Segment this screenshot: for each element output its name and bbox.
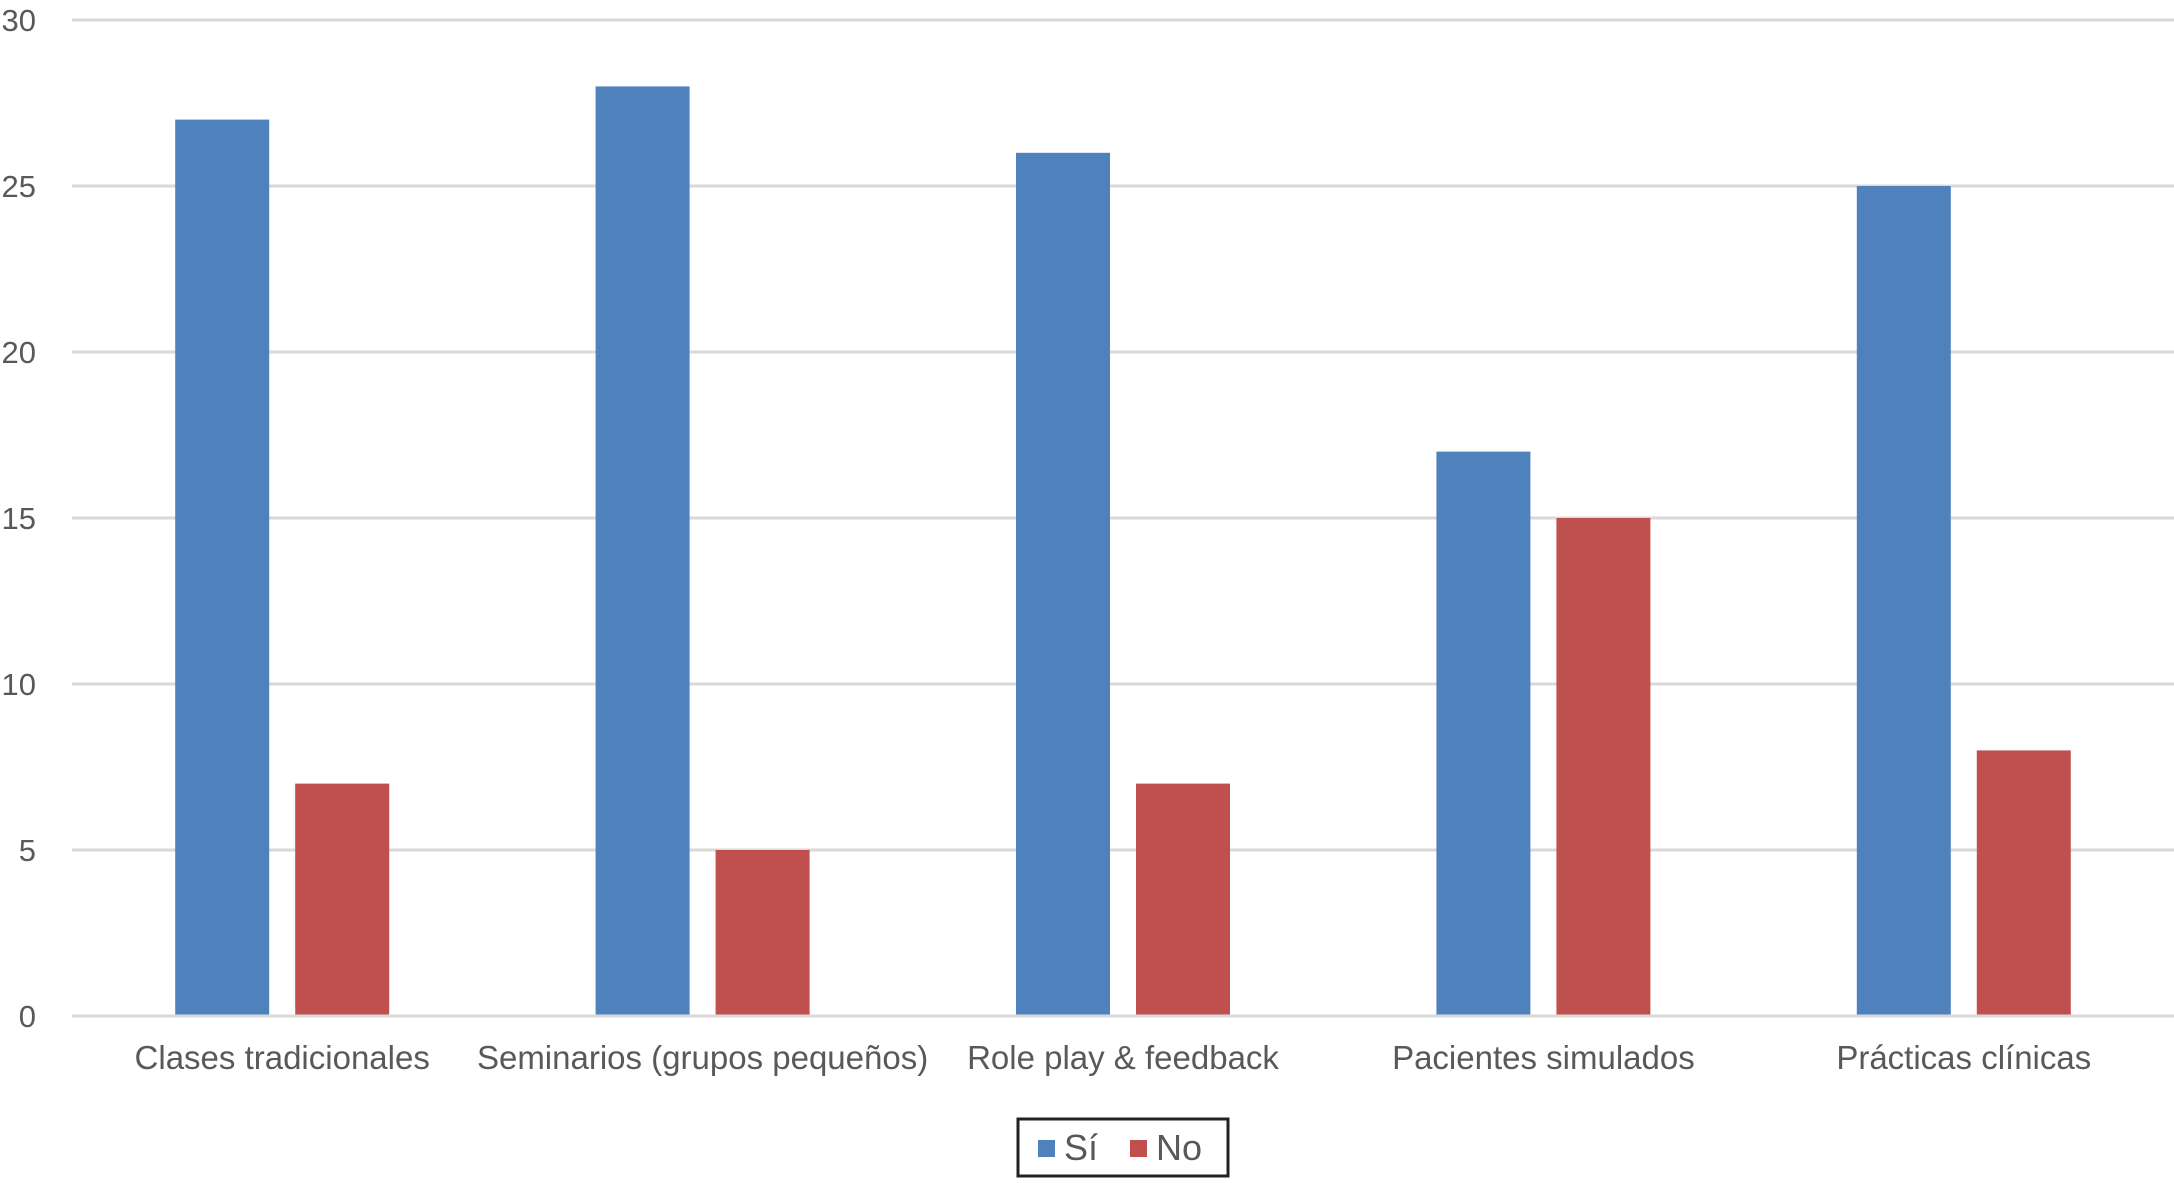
y-tick-label: 30 bbox=[2, 3, 36, 38]
y-tick-label: 10 bbox=[2, 667, 36, 702]
bar-si-0 bbox=[175, 119, 270, 1017]
legend: Sí No bbox=[1016, 1117, 1230, 1178]
bar-no-1 bbox=[715, 850, 810, 1016]
y-tick-label: 20 bbox=[2, 335, 36, 370]
gridlines bbox=[72, 18, 2174, 1018]
bar-no-4 bbox=[1976, 750, 2071, 1016]
y-tick-label: 0 bbox=[19, 999, 36, 1034]
x-tick-label: Pacientes simulados bbox=[1392, 1039, 1695, 1076]
x-tick-label: Prácticas clínicas bbox=[1836, 1039, 2091, 1076]
bar-si-4 bbox=[1856, 186, 1951, 1016]
legend-label-no: No bbox=[1156, 1127, 1202, 1168]
x-axis-ticks: Clases tradicionales Seminarios (grupos p… bbox=[135, 1039, 2092, 1076]
y-axis-ticks: 0 5 10 15 20 25 30 bbox=[2, 3, 36, 1034]
y-tick-label: 15 bbox=[2, 501, 36, 536]
y-tick-label: 5 bbox=[19, 833, 36, 868]
y-tick-label: 25 bbox=[2, 169, 36, 204]
legend-swatch-no bbox=[1130, 1140, 1147, 1157]
bar-no-2 bbox=[1136, 783, 1230, 1016]
bar-si-3 bbox=[1436, 451, 1531, 1017]
bar-no-0 bbox=[295, 783, 390, 1016]
legend-swatch-si bbox=[1038, 1140, 1055, 1157]
x-tick-label: Clases tradicionales bbox=[135, 1039, 430, 1076]
x-tick-label: Role play & feedback bbox=[967, 1039, 1279, 1076]
bars bbox=[72, 86, 2174, 1018]
legend-label-si: Sí bbox=[1064, 1127, 1098, 1168]
bar-si-1 bbox=[595, 86, 690, 1016]
bar-si-2 bbox=[1016, 152, 1110, 1017]
bar-no-3 bbox=[1556, 518, 1651, 1016]
x-tick-label: Seminarios (grupos pequeños) bbox=[477, 1039, 928, 1076]
